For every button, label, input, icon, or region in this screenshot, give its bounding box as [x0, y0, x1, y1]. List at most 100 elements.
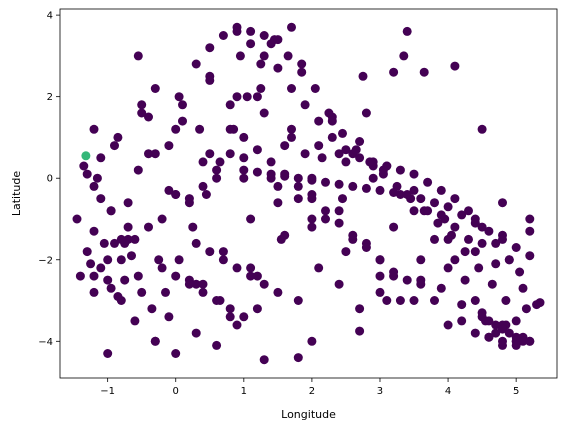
y-axis: −4 −2 0 2 4 — [38, 11, 60, 348]
data-point — [273, 63, 283, 73]
data-point — [389, 267, 399, 277]
data-point — [239, 173, 249, 183]
data-point — [460, 275, 470, 285]
data-point — [293, 296, 303, 305]
data-point — [314, 141, 324, 151]
data-point — [436, 283, 446, 293]
data-point — [511, 332, 521, 342]
data-point — [96, 263, 106, 273]
data-point — [525, 226, 535, 236]
data-point — [191, 59, 201, 69]
data-point — [504, 255, 514, 265]
data-point — [484, 332, 494, 342]
data-point — [191, 328, 201, 338]
data-point — [436, 210, 446, 220]
data-point — [205, 75, 215, 85]
data-point — [334, 179, 344, 189]
data-point — [334, 206, 344, 216]
data-point — [334, 149, 344, 159]
y-tick-label: 0 — [47, 174, 53, 185]
data-point — [184, 279, 194, 289]
data-point — [297, 59, 307, 69]
data-point — [409, 169, 419, 179]
data-point — [110, 238, 119, 248]
data-point — [133, 271, 143, 281]
data-point — [443, 234, 453, 244]
data-point — [86, 259, 96, 269]
data-point — [212, 340, 222, 350]
x-axis: −1 0 1 2 3 4 5 — [100, 378, 519, 397]
data-point — [225, 149, 235, 159]
data-point — [515, 267, 525, 277]
x-tick-label: 1 — [241, 386, 247, 397]
data-point — [375, 255, 385, 265]
data-point — [327, 116, 337, 126]
data-point — [82, 169, 92, 179]
data-point — [273, 35, 283, 45]
data-point — [239, 132, 249, 142]
data-point — [307, 214, 317, 224]
data-point — [150, 84, 160, 93]
data-point — [470, 328, 480, 338]
data-point — [423, 177, 433, 187]
data-point — [416, 255, 426, 265]
data-point — [321, 214, 330, 224]
data-point — [457, 316, 467, 326]
data-point — [460, 247, 470, 257]
data-point — [161, 287, 170, 297]
data-point — [113, 292, 123, 301]
data-point — [235, 51, 245, 61]
data-point — [123, 198, 133, 208]
data-point — [266, 157, 276, 167]
x-tick-label: 3 — [377, 386, 383, 397]
data-point — [470, 218, 480, 228]
data-point — [89, 124, 99, 134]
x-axis-label: Longitude — [281, 408, 336, 421]
data-point — [123, 222, 133, 232]
data-point — [191, 238, 201, 248]
data-point — [518, 283, 528, 293]
y-tick-label: 4 — [47, 11, 53, 22]
data-point — [259, 51, 269, 61]
data-point — [246, 271, 256, 281]
data-point — [273, 287, 283, 297]
data-point — [198, 157, 208, 167]
data-point — [395, 296, 405, 305]
data-point — [164, 312, 174, 322]
data-point — [430, 234, 439, 244]
data-point — [103, 275, 113, 285]
data-point — [280, 141, 290, 151]
data-point — [464, 206, 473, 216]
x-tick-label: −1 — [100, 386, 115, 397]
data-point — [409, 206, 419, 216]
data-point — [144, 112, 153, 122]
x-tick-label: 4 — [445, 386, 451, 397]
data-point — [341, 145, 351, 155]
data-point — [382, 296, 392, 305]
data-point — [307, 336, 317, 346]
data-point — [79, 161, 89, 171]
data-point — [314, 263, 324, 273]
data-point — [450, 61, 460, 71]
data-point — [314, 116, 324, 126]
data-point — [338, 128, 347, 138]
data-point — [178, 100, 187, 110]
data-point — [89, 226, 99, 236]
x-tick-label: 0 — [173, 386, 179, 397]
data-point — [307, 194, 317, 204]
data-point — [150, 149, 160, 159]
data-point — [474, 263, 484, 273]
data-point — [416, 279, 426, 289]
data-point — [157, 214, 167, 224]
data-point — [259, 108, 269, 118]
data-point — [75, 271, 85, 281]
data-point — [212, 296, 222, 305]
data-point — [484, 226, 494, 236]
data-point — [137, 287, 147, 297]
data-point — [164, 141, 174, 151]
data-point — [106, 283, 116, 293]
data-point — [218, 31, 228, 40]
data-point — [130, 316, 140, 326]
data-point — [430, 198, 439, 208]
